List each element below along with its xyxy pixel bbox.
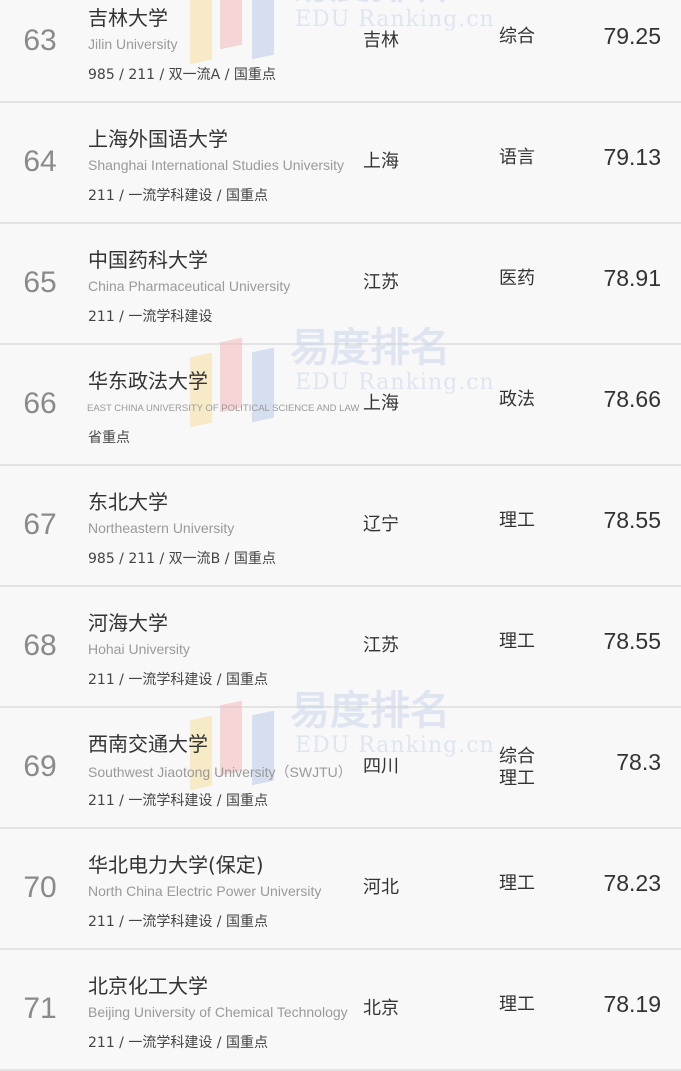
university-tags: 211 / 一流学科建设 / 国重点 — [88, 672, 268, 688]
university-english-name: Southwest Jiaotong University（SWJTU） — [88, 764, 352, 780]
university-type: 语言 — [499, 147, 535, 168]
rank: 69 — [23, 750, 57, 783]
university-name[interactable]: 西南交通大学 — [88, 732, 208, 756]
university-english-name: North China Electric Power University — [88, 883, 322, 899]
rank: 65 — [23, 266, 57, 299]
university-english-name: Northeastern University — [88, 520, 235, 536]
university-tags: 211 / 一流学科建设 / 国重点 — [88, 793, 268, 809]
university-name[interactable]: 东北大学 — [88, 490, 168, 514]
rank: 64 — [23, 145, 57, 178]
university-name[interactable]: 吉林大学 — [88, 6, 168, 30]
score: 78.55 — [603, 507, 661, 533]
table-row[interactable]: 易度排名 EDU Ranking.cn 66 华东政法大学 EAST CHINA… — [0, 325, 681, 466]
province: 江苏 — [363, 635, 399, 656]
table-row[interactable]: 70 华北电力大学(保定) North China Electric Power… — [0, 829, 681, 950]
university-tags: 211 / 一流学科建设 / 国重点 — [88, 188, 268, 204]
table-row[interactable]: 68 河海大学 Hohai University 211 / 一流学科建设 / … — [0, 587, 681, 708]
score: 78.91 — [603, 265, 661, 291]
university-type: 理工 — [499, 631, 535, 652]
watermark-cn: 易度排名 — [290, 0, 450, 10]
university-tags: 211 / 一流学科建设 — [88, 309, 213, 325]
score: 78.3 — [616, 749, 661, 775]
table-row[interactable]: 67 东北大学 Northeastern University 985 / 21… — [0, 466, 681, 587]
rank: 66 — [23, 387, 57, 420]
university-name[interactable]: 北京化工大学 — [88, 974, 208, 998]
university-english-name: Beijing University of Chemical Technolog… — [88, 1004, 348, 1020]
watermark: 易度排名 EDU Ranking.cn — [190, 0, 500, 72]
university-name[interactable]: 中国药科大学 — [88, 248, 208, 272]
university-type: 医药 — [499, 268, 535, 289]
table-row[interactable]: 易度排名 EDU Ranking.cn 69 西南交通大学 Southwest … — [0, 688, 681, 829]
university-name[interactable]: 上海外国语大学 — [88, 127, 228, 151]
rank: 70 — [23, 871, 57, 904]
university-tags: 985 / 211 / 双一流A / 国重点 — [88, 67, 276, 83]
score: 78.23 — [603, 870, 661, 896]
table-row[interactable]: 64 上海外国语大学 Shanghai International Studie… — [0, 103, 681, 224]
university-english-name: Hohai University — [88, 641, 190, 657]
province: 上海 — [363, 151, 399, 172]
university-type: 理工 — [499, 873, 535, 894]
university-tags: 211 / 一流学科建设 / 国重点 — [88, 1035, 268, 1051]
university-english-name: EAST CHINA UNIVERSITY OF POLITICAL SCIEN… — [87, 403, 360, 414]
rank: 68 — [23, 629, 57, 662]
province: 江苏 — [363, 272, 399, 293]
rank: 71 — [23, 992, 57, 1025]
table-row[interactable]: 易度排名 EDU Ranking.cn 63 吉林大学 Jilin Univer… — [0, 0, 681, 103]
province: 辽宁 — [363, 514, 399, 535]
score: 79.25 — [603, 23, 661, 49]
university-english-name: Jilin University — [88, 36, 178, 52]
university-name[interactable]: 河海大学 — [88, 611, 168, 635]
university-type: 理工 — [499, 510, 535, 531]
province: 河北 — [363, 877, 399, 898]
university-type: 综合理工 — [499, 746, 535, 789]
rank: 67 — [23, 508, 57, 541]
university-tags: 985 / 211 / 双一流B / 国重点 — [88, 551, 276, 567]
university-type: 综合 — [499, 26, 535, 47]
table-row[interactable]: 65 中国药科大学 China Pharmaceutical Universit… — [0, 224, 681, 345]
university-name[interactable]: 华北电力大学(保定) — [88, 853, 264, 877]
university-english-name: Shanghai International Studies Universit… — [88, 157, 345, 173]
university-type: 政法 — [499, 389, 535, 410]
province: 北京 — [363, 998, 399, 1019]
province: 四川 — [363, 756, 399, 777]
university-type: 理工 — [499, 994, 535, 1015]
university-name[interactable]: 华东政法大学 — [88, 369, 208, 393]
score: 78.55 — [603, 628, 661, 654]
score: 79.13 — [603, 144, 661, 170]
province: 吉林 — [363, 30, 399, 51]
university-english-name: China Pharmaceutical University — [88, 278, 291, 294]
university-tags: 211 / 一流学科建设 / 国重点 — [88, 914, 268, 930]
province: 上海 — [363, 393, 399, 414]
score: 78.19 — [603, 991, 661, 1017]
rank: 63 — [23, 24, 57, 57]
score: 78.66 — [603, 386, 661, 412]
table-row[interactable]: 71 北京化工大学 Beijing University of Chemical… — [0, 950, 681, 1071]
university-tags: 省重点 — [88, 430, 130, 446]
